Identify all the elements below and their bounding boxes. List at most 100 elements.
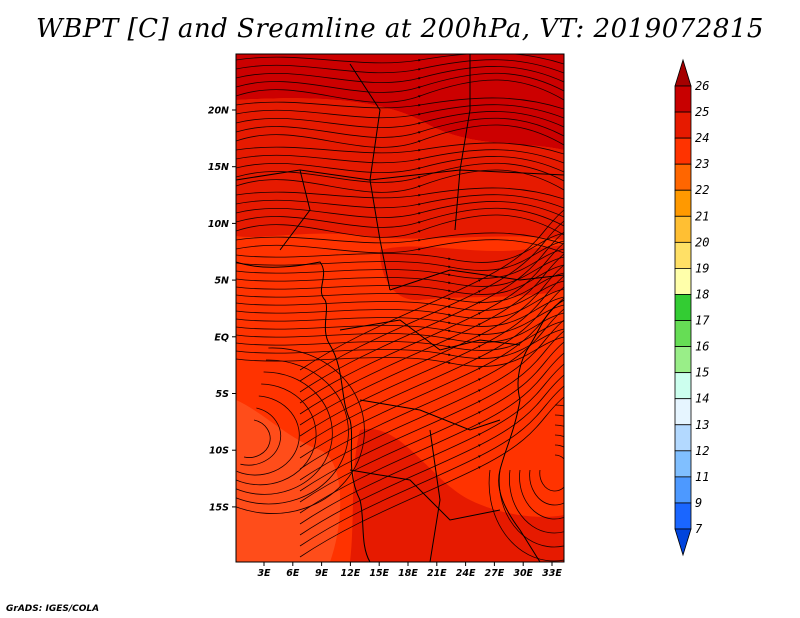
colorbar-label: 26 (695, 79, 709, 93)
streamline (236, 104, 564, 119)
colorbar-label: 17 (695, 314, 710, 328)
streamline (236, 264, 564, 295)
streamline (236, 383, 317, 486)
streamline (488, 404, 564, 562)
coastline-west-africa (236, 261, 371, 562)
wbpt-region-southwest-coastal (236, 400, 341, 562)
streamline (236, 207, 564, 228)
streamline (236, 117, 564, 138)
lon-label: 27E (485, 568, 505, 579)
colorbar-swatch (674, 268, 692, 295)
colorbar-swatch (674, 502, 692, 530)
colorbar-label: 20 (695, 235, 709, 249)
lat-label: 15S (209, 502, 229, 513)
lat-label: 10N (208, 219, 229, 230)
streamline (299, 275, 564, 437)
streamline (236, 359, 349, 505)
wbpt-region-sahel-warm (236, 98, 564, 241)
streamline (519, 434, 564, 520)
colorbar-label: 15 (695, 366, 709, 380)
colorbar-bottom-arrow (674, 528, 692, 557)
colorbar-label: 25 (695, 105, 709, 119)
streamline (529, 444, 564, 506)
streamline (236, 320, 564, 351)
map-frame (235, 53, 565, 563)
latitude-labels: 20N 15N 10N 5N EQ 5S 10S 15S (208, 106, 229, 514)
streamline (236, 66, 564, 84)
streamline (236, 256, 564, 287)
colorbar-swatch (674, 476, 692, 504)
wbpt-shading-regions (236, 54, 564, 562)
lon-label: 18E (398, 568, 418, 579)
streamline (236, 54, 564, 65)
colorbar-swatch (674, 320, 692, 347)
streamline (236, 288, 564, 319)
streamline (299, 297, 564, 459)
colorbar-label: 21 (695, 209, 709, 223)
lat-label: 20N (208, 106, 229, 117)
colorbar-swatch (674, 189, 692, 217)
lon-label: 15E (369, 568, 389, 579)
streamline (539, 454, 564, 492)
streamline (243, 419, 271, 458)
colorbar: 26 25 24 23 22 21 20 19 18 17 16 15 14 13 12 11 9 7 (674, 58, 710, 557)
streamline (299, 330, 564, 492)
colorbar-swatch (674, 111, 692, 139)
streamline (299, 242, 564, 404)
lon-label: 3E (257, 568, 271, 579)
streamline (236, 156, 564, 174)
colorbar-label: 13 (695, 418, 709, 432)
streamline (236, 336, 564, 367)
lon-label: 9E (315, 568, 329, 579)
country-borders (236, 54, 564, 562)
streamlines (236, 54, 564, 562)
streamline (236, 162, 564, 183)
colorbar-swatch (674, 294, 692, 321)
streamline (236, 347, 365, 514)
streamline (236, 280, 564, 311)
colorbar-label: 22 (695, 183, 709, 197)
colorbar-label: 7 (695, 522, 703, 536)
streamline (236, 312, 564, 343)
grads-credit: GrADS: IGES/COLA (6, 604, 100, 614)
streamline (236, 371, 333, 495)
streamline (236, 240, 564, 271)
colorbar-label: 24 (695, 131, 709, 145)
streamline (299, 231, 564, 393)
streamline (299, 220, 564, 382)
colorbar-label: 23 (695, 157, 709, 171)
lon-label: 12E (341, 568, 361, 579)
streamline (236, 296, 564, 327)
coastline-east-africa (498, 299, 564, 562)
streamline (236, 239, 564, 254)
streamline (299, 264, 564, 426)
colorbar-swatch (674, 85, 692, 113)
streamline (236, 232, 564, 263)
streamline (299, 209, 564, 371)
streamline (236, 124, 564, 148)
streamline (236, 187, 564, 200)
streamline (236, 248, 564, 279)
lon-label: 30E (513, 568, 533, 579)
streamline (236, 201, 564, 219)
axis-ticks (232, 109, 553, 566)
colorbar-label: 12 (695, 444, 709, 458)
streamline (236, 214, 564, 238)
streamline (299, 341, 564, 503)
colorbar-swatch (674, 372, 692, 400)
streamline (236, 304, 564, 335)
lat-label: 5S (216, 389, 230, 400)
lon-label: 6E (286, 568, 300, 579)
colorbar-swatch (674, 398, 692, 426)
border-7 (359, 399, 501, 431)
chart-title: WBPT [C] and Sreamline at 200hPa, VT: 20… (36, 14, 764, 44)
lat-label: 5N (214, 276, 229, 287)
lon-label: 24E (456, 568, 476, 579)
colorbar-label: 9 (695, 496, 702, 510)
lat-label: 10S (209, 446, 229, 457)
colorbar-swatch (674, 215, 692, 243)
border-2 (454, 54, 471, 231)
streamline (236, 328, 564, 359)
map-plot-area (235, 53, 565, 563)
